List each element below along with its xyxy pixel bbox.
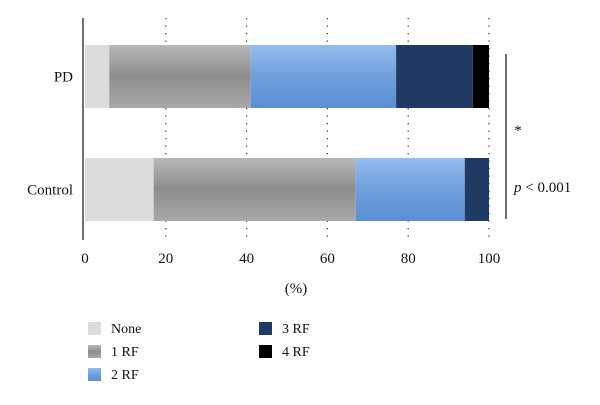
x-tick-label-0: 0 <box>81 251 89 267</box>
bar-pd-3-rf <box>396 45 473 108</box>
legend-swatch-1-rf <box>88 345 101 358</box>
x-axis-title: (%) <box>285 281 308 297</box>
legend-label-2-rf: 2 RF <box>111 368 139 383</box>
bar-control-1-rf <box>153 158 356 221</box>
p-value-prefix: p <box>513 180 522 196</box>
bar-pd-none <box>85 45 110 108</box>
bar-pd-2-rf <box>250 45 397 108</box>
p-value-annotation: p < 0.001 <box>513 180 571 196</box>
x-tick-label-40: 40 <box>239 251 254 267</box>
legend-swatch-none <box>88 322 101 335</box>
p-value-threshold: < 0.001 <box>522 180 572 196</box>
x-tick-label-100: 100 <box>478 251 501 267</box>
bar-pd-1-rf <box>109 45 251 108</box>
legend-label-4-rf: 4 RF <box>282 345 310 360</box>
significance-mark: * <box>514 123 522 139</box>
bar-control-2-rf <box>355 158 465 221</box>
legend-label-none: None <box>111 322 141 337</box>
category-label-control: Control <box>27 183 73 199</box>
legend-swatch-3-rf <box>259 322 272 335</box>
x-tick-label-60: 60 <box>320 251 335 267</box>
bar-pd-4-rf <box>472 45 489 108</box>
x-tick-label-80: 80 <box>401 251 416 267</box>
legend-swatch-4-rf <box>259 345 272 358</box>
bar-control-3-rf <box>464 158 489 221</box>
bar-control-none <box>85 158 154 221</box>
legend-swatch-2-rf <box>88 368 101 381</box>
x-tick-label-20: 20 <box>158 251 173 267</box>
legend-label-3-rf: 3 RF <box>282 322 310 337</box>
legend-label-1-rf: 1 RF <box>111 345 139 360</box>
category-label-pd: PD <box>54 70 73 86</box>
